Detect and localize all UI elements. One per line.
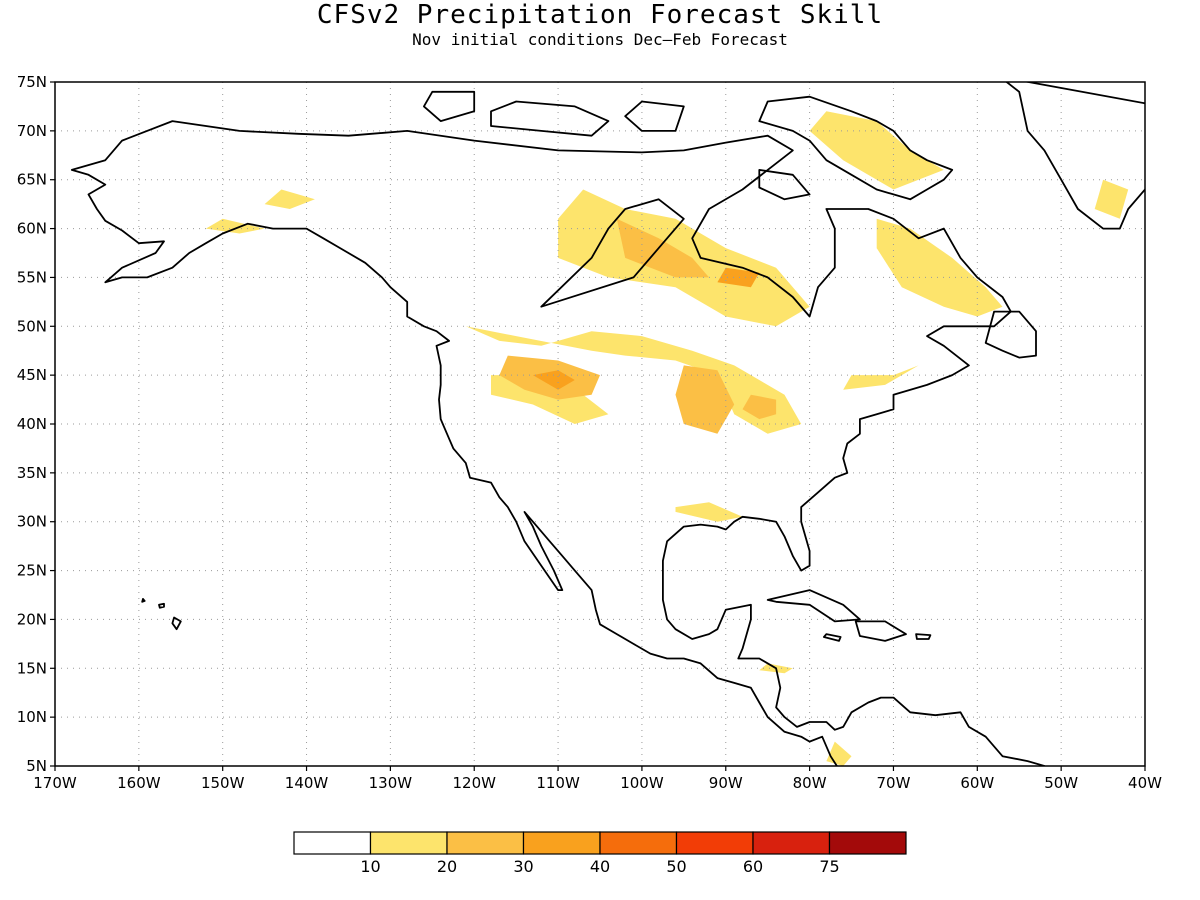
colorbar-swatch [675, 831, 754, 855]
skill-region-4 [809, 111, 944, 190]
lon-tick-label: 110W [536, 774, 580, 792]
skill-region-5 [1094, 179, 1129, 219]
lat-tick-label: 55N [17, 268, 47, 286]
coastline-6 [758, 168, 811, 201]
lat-tick-label: 70N [17, 122, 47, 140]
coastline-0 [70, 120, 1046, 766]
colorbar-label: 60 [743, 857, 763, 876]
colorbar-label: 30 [513, 857, 533, 876]
skill-region-11 [532, 370, 575, 390]
colorbar: 10 20 30 40 50 60 75 [293, 831, 907, 876]
coastline-8 [766, 589, 861, 623]
lon-tick-label: 40W [1128, 774, 1162, 792]
lon-tick-label: 100W [620, 774, 664, 792]
lon-tick-label: 80W [793, 774, 827, 792]
colorbar-label: 40 [590, 857, 610, 876]
skill-region-15 [675, 502, 743, 522]
lat-tick-label: 35N [17, 464, 47, 482]
colorbar-swatch [293, 831, 372, 855]
colorbar-swatch [599, 831, 678, 855]
plot-frame [54, 81, 1146, 767]
skill-region-3 [876, 218, 1003, 317]
lat-lon-grid [55, 82, 1145, 766]
lon-tick-label: 70W [877, 774, 911, 792]
coastline-7 [984, 310, 1037, 359]
skill-region-12 [675, 365, 735, 434]
coastline-14 [141, 598, 146, 603]
map-subtitle: Nov initial conditions Dec–Feb Forecast [412, 30, 788, 49]
lon-tick-label: 140W [285, 774, 329, 792]
lat-tick-label: 25N [17, 562, 47, 580]
lon-tick-label: 160W [117, 774, 161, 792]
coastline-2 [758, 95, 954, 201]
coastline-15 [540, 198, 685, 308]
colorbar-swatch [369, 831, 448, 855]
coastline-3 [490, 100, 610, 137]
coastline-10 [823, 633, 842, 642]
skill-region-6 [264, 189, 315, 209]
colorbar-label: 20 [437, 857, 457, 876]
lat-tick-label: 45N [17, 366, 47, 384]
lat-tick-label: 10N [17, 708, 47, 726]
lat-tick-label: 15N [17, 659, 47, 677]
lon-tick-label: 170W [33, 774, 77, 792]
skill-region-8 [465, 326, 802, 434]
coastline-12 [171, 616, 182, 631]
skill-region-14 [843, 365, 919, 390]
map-title: CFSv2 Precipitation Forecast Skill [316, 0, 884, 30]
skill-region-1 [616, 218, 709, 278]
coastline-13 [158, 602, 165, 609]
lat-tick-label: 50N [17, 317, 47, 335]
lon-tick-label: 120W [452, 774, 496, 792]
colorbar-swatch [828, 831, 907, 855]
colorbar-swatch [522, 831, 601, 855]
colorbar-swatch [752, 831, 831, 855]
colorbar-label: 50 [666, 857, 686, 876]
lon-tick-label: 130W [369, 774, 413, 792]
coastline-5 [624, 100, 685, 132]
lon-tick-label: 60W [960, 774, 994, 792]
colorbar-swatch [446, 831, 525, 855]
lat-tick-label: 30N [17, 513, 47, 531]
lat-tick-label: 40N [17, 415, 47, 433]
coastline-1 [1005, 82, 1145, 230]
lat-tick-label: 65N [17, 171, 47, 189]
lat-tick-label: 5N [26, 757, 47, 775]
coastline-layer [70, 82, 1145, 766]
colorbar-label: 75 [819, 857, 839, 876]
skill-shading-layer [205, 111, 1129, 766]
colorbar-label: 10 [360, 857, 380, 876]
lat-tick-label: 75N [17, 73, 47, 91]
lon-tick-label: 50W [1044, 774, 1078, 792]
lon-tick-label: 90W [709, 774, 743, 792]
skill-region-2 [717, 267, 760, 288]
coastline-4 [422, 90, 476, 122]
axis-ticks: 75N 70N 65N 60N 55N 50N 45N 40N 35N 30N 25N 20N 15N 1… [17, 73, 1162, 792]
lon-tick-label: 150W [201, 774, 245, 792]
coastline-11 [915, 633, 932, 640]
lat-tick-label: 20N [17, 610, 47, 628]
coastline-9 [854, 620, 907, 642]
skill-region-13 [742, 394, 777, 420]
skill-region-7 [205, 218, 265, 234]
lat-tick-label: 60N [17, 220, 47, 238]
